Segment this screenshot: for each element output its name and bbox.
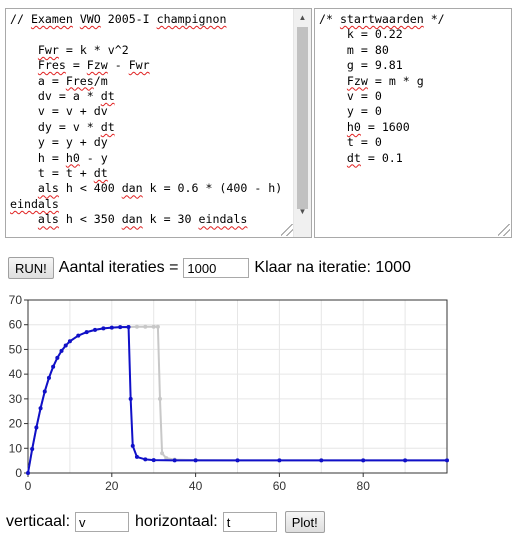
code-line: h0 = 1600 — [346, 119, 410, 134]
scroll-up-arrow-icon[interactable]: ▲ — [298, 13, 307, 22]
code-line: als h < 400 dan k = 0.6 * (400 - h) eind… — [10, 181, 290, 211]
code-line — [10, 27, 290, 42]
data-point-previous — [155, 324, 160, 329]
data-point-current — [30, 447, 35, 452]
x-tick-label: 60 — [273, 479, 287, 493]
data-point-current — [172, 458, 177, 463]
code-line: Fres = Fzw - Fwr — [37, 58, 150, 73]
data-point-current — [84, 330, 89, 335]
y-tick-label: 0 — [15, 466, 22, 480]
code-line: Fwr = k * v^2 — [37, 42, 129, 57]
iterations-input[interactable] — [183, 258, 250, 278]
y-tick-label: 40 — [9, 367, 23, 381]
data-point-current — [93, 327, 98, 332]
code-line: v = 0 — [319, 89, 382, 104]
x-tick-label: 80 — [357, 479, 371, 493]
horizontal-label: horizontaal: — [135, 513, 218, 530]
code-line: /* startwaarden */ — [319, 12, 445, 26]
data-point-previous — [151, 324, 156, 329]
code-line: t = 0 — [319, 135, 382, 150]
code-line: dt = 0.1 — [346, 150, 403, 165]
plot-controls: verticaal: horizontaal: Plot! — [6, 511, 325, 533]
data-point-current — [277, 458, 282, 463]
y-tick-label: 70 — [9, 293, 23, 307]
data-point-current — [51, 364, 56, 369]
code-line: h = h0 - y — [10, 150, 108, 165]
iterations-label: Aantal iteraties = — [58, 259, 179, 276]
y-tick-label: 10 — [9, 441, 23, 455]
data-point-current — [46, 375, 51, 380]
code-line: g = 9.81 — [319, 58, 403, 73]
data-point-current — [55, 355, 60, 360]
data-point-current — [26, 471, 30, 475]
data-point-current — [151, 458, 156, 463]
x-tick-label: 20 — [105, 479, 119, 493]
data-point-previous — [134, 324, 139, 329]
data-point-current — [143, 457, 148, 462]
code-line: Fzw = m * g — [346, 73, 424, 88]
data-point-current — [128, 396, 133, 401]
status-text: Klaar na iteratie: 1000 — [254, 259, 411, 276]
data-point-current — [134, 454, 139, 459]
data-point-current — [235, 458, 240, 463]
y-tick-label: 50 — [9, 342, 23, 356]
code-line: dy = v * dt — [10, 119, 115, 134]
code-line: m = 80 — [319, 42, 389, 57]
data-point-current — [445, 458, 449, 463]
run-button[interactable]: RUN! — [8, 257, 54, 279]
plot-frame — [27, 299, 448, 474]
data-point-current — [38, 406, 43, 411]
data-point-current — [34, 425, 39, 430]
data-point-current — [42, 389, 47, 394]
code-line: k = 0.22 — [319, 27, 403, 42]
data-point-previous — [143, 324, 148, 329]
data-point-current — [101, 326, 106, 331]
data-point-current — [76, 333, 81, 338]
y-tick-label: 60 — [9, 318, 23, 332]
resize-grip-icon[interactable] — [281, 224, 293, 236]
data-point-current — [67, 339, 72, 344]
data-point-current — [130, 443, 135, 448]
data-point-current — [109, 325, 114, 330]
graph: 0 10 20 30 40 50 60 70 0 20 40 60 80 — [0, 292, 530, 500]
data-point-previous — [157, 396, 162, 401]
data-point-current — [118, 325, 123, 330]
y-tick-label: 30 — [9, 392, 23, 406]
scroll-down-arrow-icon[interactable]: ▼ — [298, 207, 307, 216]
horizontal-input[interactable] — [222, 512, 277, 532]
start-values-text[interactable]: /* startwaarden */ k = 0.22 m = 80 g = 9… — [315, 9, 511, 169]
plot-button[interactable]: Plot! — [284, 511, 325, 533]
x-tick-label: 40 — [189, 479, 203, 493]
code-line: y = 0 — [319, 104, 382, 119]
model-code-text[interactable]: // Examen VWO 2005-I champignon Fwr = k … — [6, 9, 294, 231]
data-point-current — [403, 458, 408, 463]
start-values-editor[interactable]: /* startwaarden */ k = 0.22 m = 80 g = 9… — [314, 8, 512, 238]
code-line: als h < 350 dan k = 30 eindals — [37, 212, 248, 227]
data-point-current — [193, 458, 198, 463]
vertical-input[interactable] — [75, 512, 130, 532]
data-point-previous — [164, 456, 169, 461]
resize-grip-icon[interactable] — [498, 224, 510, 236]
y-tick-label: 20 — [9, 417, 23, 431]
model-code-editor[interactable]: // Examen VWO 2005-I champignon Fwr = k … — [5, 8, 312, 238]
code-line: t = t + dt — [10, 166, 108, 181]
x-tick-label: 0 — [25, 479, 32, 493]
code-line: y = y + dy — [10, 135, 108, 150]
data-point-current — [63, 343, 68, 348]
data-point-current — [126, 324, 131, 329]
run-controls: RUN! Aantal iteraties = Klaar na iterati… — [8, 257, 411, 279]
data-point-current — [319, 458, 324, 463]
graph-svg: 0 10 20 30 40 50 60 70 0 20 40 60 80 — [9, 293, 449, 493]
model-editor-scrollbar[interactable]: ▲ ▼ — [293, 9, 311, 237]
code-line: v = v + dv — [10, 104, 108, 119]
code-line: // Examen VWO 2005-I champignon — [10, 12, 227, 26]
code-line: dv = a * dt — [10, 89, 115, 104]
vertical-label: verticaal: — [6, 513, 71, 530]
data-point-current — [361, 458, 366, 463]
scroll-thumb[interactable] — [297, 27, 308, 209]
data-point-previous — [160, 451, 165, 456]
code-line: a = Fres/m — [10, 73, 108, 88]
data-point-current — [59, 348, 64, 353]
